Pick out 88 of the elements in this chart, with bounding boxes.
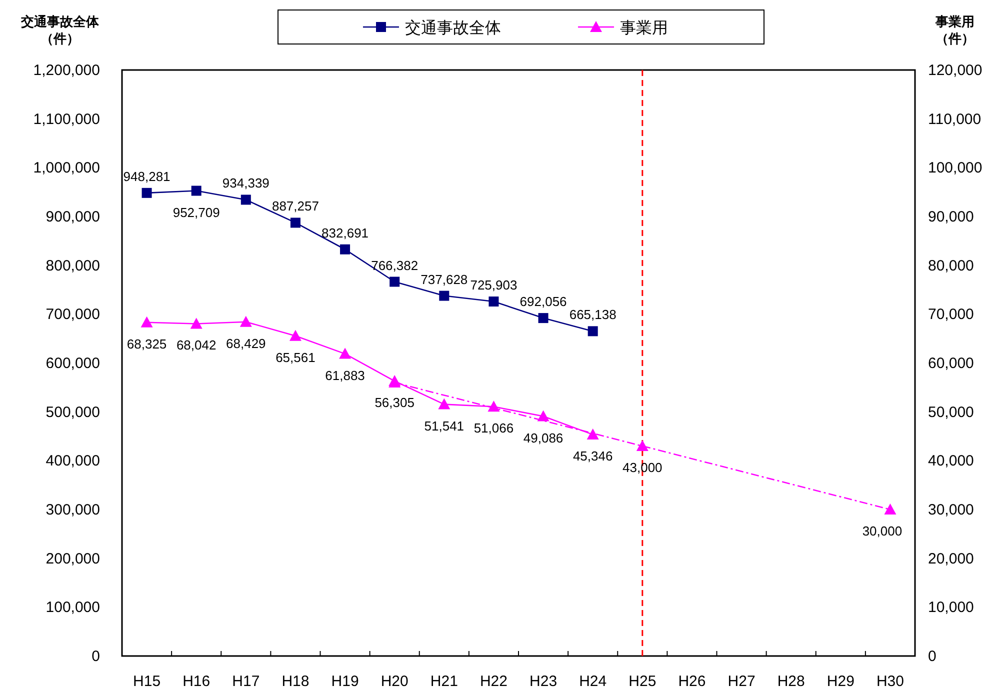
data-label: 887,257 (272, 198, 319, 214)
y2-tick-label: 120,000 (928, 62, 982, 79)
point (438, 398, 450, 410)
y-tick-label: 1,000,000 (33, 160, 100, 177)
x-tick-label: H25 (628, 673, 656, 690)
data-label: 692,056 (520, 294, 567, 310)
x-tick-label: H24 (579, 673, 607, 690)
y2-tick-label: 90,000 (928, 208, 974, 226)
y2-tick-label: 110,000 (928, 110, 982, 128)
point (538, 313, 548, 324)
legend-label: 交通事故全体 (405, 19, 501, 37)
y-tick-label: 900,000 (46, 208, 100, 226)
data-label: 665,138 (569, 307, 616, 322)
point (240, 316, 252, 327)
y-tick-label: 700,000 (46, 306, 100, 324)
y2-axis-title: 事業用（件） (934, 14, 976, 48)
point (636, 440, 648, 452)
point (339, 348, 352, 359)
point (142, 188, 152, 198)
point (439, 290, 450, 301)
point (289, 330, 302, 341)
point (390, 276, 400, 287)
x-tick-label: H28 (777, 673, 805, 690)
x-tick-label: H26 (678, 673, 706, 690)
data-label: 832,691 (322, 225, 369, 240)
x-tick-label: H20 (380, 673, 408, 690)
data-label: 45,346 (572, 448, 613, 464)
point (191, 186, 202, 196)
data-label: 766,382 (371, 258, 418, 273)
data-label: 725,903 (470, 278, 518, 293)
data-label: 56,305 (374, 395, 414, 410)
data-label: 43,000 (622, 460, 662, 476)
data-label: 65,561 (276, 350, 316, 365)
x-tick-label: H30 (876, 673, 904, 690)
x-tick-label: H15 (133, 673, 161, 690)
y2-tick-label: 80,000 (928, 257, 974, 274)
y-tick-label: 1,100,000 (33, 110, 100, 128)
y2-tick-label: 0 (928, 648, 936, 665)
y-axis-title: 交通事故全体（件） (20, 14, 100, 48)
data-label: 61,883 (325, 368, 365, 383)
point (240, 194, 251, 205)
data-label: 68,042 (176, 338, 216, 353)
y-tick-label: 200,000 (46, 550, 100, 568)
point (488, 296, 499, 307)
y-tick-label: 1,200,000 (33, 62, 100, 79)
data-label: 49,086 (523, 430, 564, 446)
point (190, 318, 202, 329)
data-label: 51,066 (474, 420, 514, 436)
x-tick-label: H18 (282, 673, 310, 690)
y-tick-label: 300,000 (46, 502, 100, 518)
y2-tick-label: 10,000 (928, 599, 974, 616)
y2-tick-label: 50,000 (928, 404, 974, 421)
x-tick-label: H27 (728, 673, 756, 690)
data-label: 952,709 (172, 204, 220, 220)
x-tick-label: H21 (430, 673, 458, 690)
point (140, 316, 153, 328)
point (340, 244, 350, 254)
y2-tick-label: 40,000 (928, 452, 974, 470)
data-label: 68,325 (126, 336, 167, 352)
x-tick-label: H22 (480, 673, 508, 690)
y-tick-label: 100,000 (46, 599, 100, 616)
data-label: 68,429 (226, 336, 266, 351)
x-tick-label: H29 (826, 673, 854, 690)
x-tick-label: H17 (232, 673, 260, 690)
y-tick-label: 500,000 (46, 404, 100, 421)
point (586, 428, 599, 440)
x-tick-label: H16 (182, 673, 210, 690)
x-tick-label: H19 (331, 673, 359, 690)
y2-tick-label: 70,000 (928, 306, 974, 324)
y-tick-label: 600,000 (46, 355, 100, 372)
data-label: 948,281 (123, 168, 170, 184)
y-tick-label: 800,000 (46, 257, 100, 274)
y2-tick-label: 100,000 (928, 160, 982, 177)
y2-tick-label: 30,000 (928, 502, 974, 518)
point (884, 504, 896, 514)
y2-tick-label: 20,000 (928, 550, 974, 568)
data-label: 737,628 (420, 272, 468, 287)
point (290, 218, 300, 228)
x-tick-label: H23 (530, 673, 558, 690)
y-tick-label: 400,000 (46, 452, 100, 470)
legend-label: 事業用 (620, 19, 668, 37)
point (537, 410, 550, 422)
data-label: 934,339 (222, 176, 270, 191)
y2-tick-label: 60,000 (928, 355, 974, 372)
y-tick-label: 0 (92, 648, 100, 665)
point (588, 326, 598, 336)
data-label: 51,541 (424, 418, 464, 434)
data-label: 30,000 (862, 524, 902, 538)
